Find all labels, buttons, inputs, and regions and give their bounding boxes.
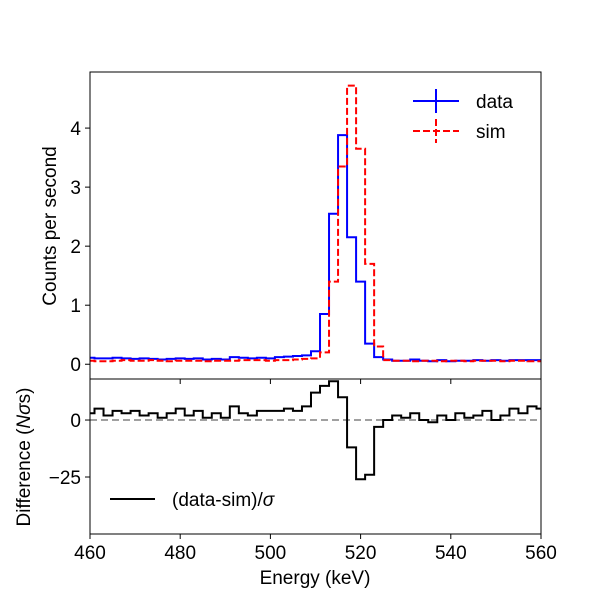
residual-y-label-italic: Nσ <box>14 402 35 429</box>
residual-y-axis-label: Difference (Nσs) <box>14 388 35 527</box>
residual-ticks: 0 −25 460 480 500 520 540 560 <box>49 411 557 564</box>
main-y-tick-label: 3 <box>70 178 81 199</box>
main-y-ticks: 0 1 2 3 4 <box>70 119 542 384</box>
legend-entry-data: data <box>413 89 513 113</box>
legend-residual-label-text: (data-sim)/ <box>172 490 264 511</box>
main-panel: 0 1 2 3 4 Counts per second data sim <box>40 71 542 384</box>
residual-legend: (data-sim)/σ <box>110 490 276 511</box>
legend-residual-label: (data-sim)/σ <box>172 490 276 511</box>
legend-entry-sim: sim <box>413 119 506 143</box>
x-tick-label: 540 <box>435 543 467 564</box>
residual-series <box>90 380 541 481</box>
main-y-axis-label: Counts per second <box>40 146 61 306</box>
x-tick-label: 460 <box>74 543 106 564</box>
series-sim-line <box>90 84 541 363</box>
main-y-tick-label: 4 <box>70 119 81 140</box>
main-legend: data sim <box>413 89 513 143</box>
residual-y-label-part1: Difference ( <box>14 428 35 527</box>
series-residual-line <box>90 380 541 481</box>
x-tick-label: 500 <box>255 543 287 564</box>
legend-data-label: data <box>476 92 513 113</box>
main-y-tick-label: 2 <box>70 237 81 258</box>
x-tick-label: 480 <box>164 543 196 564</box>
main-y-tick-label: 1 <box>70 296 81 317</box>
x-axis-label: Energy (keV) <box>260 568 371 589</box>
x-tick-label: 560 <box>525 543 557 564</box>
residual-y-tick-label: 0 <box>70 411 81 432</box>
x-tick-label: 520 <box>345 543 377 564</box>
residual-y-label-part3: s) <box>14 388 35 404</box>
legend-residual-label-sigma: σ <box>263 490 276 511</box>
residual-axes-frame <box>89 378 542 535</box>
main-y-tick-label: 0 <box>70 355 81 376</box>
legend-sim-label: sim <box>476 122 506 143</box>
main-series <box>90 84 541 363</box>
residual-y-tick-label: −25 <box>49 468 81 489</box>
